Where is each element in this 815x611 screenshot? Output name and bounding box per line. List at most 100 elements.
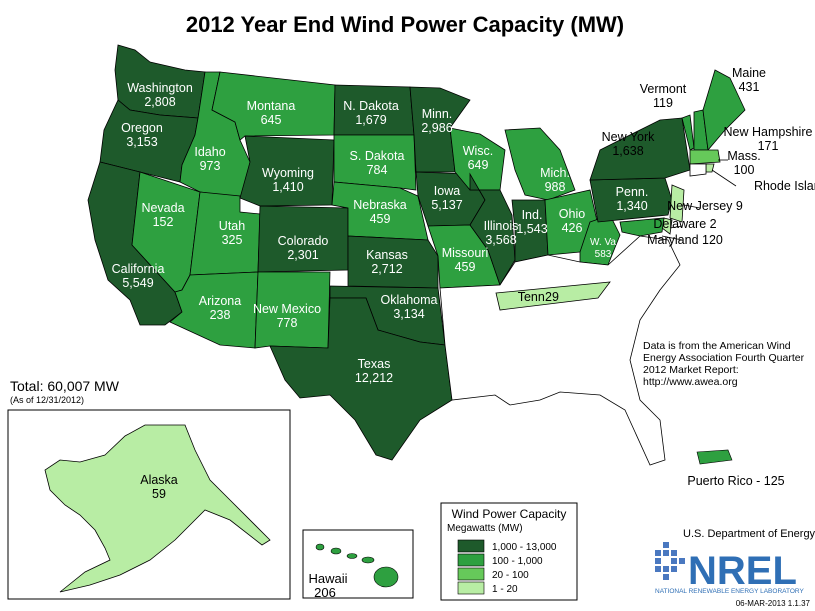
state-newjersey[interactable] bbox=[669, 184, 685, 223]
value-alaska: 59 bbox=[152, 487, 166, 501]
value-oregon: 3,153 bbox=[126, 135, 157, 149]
value-michigan: 988 bbox=[545, 180, 566, 194]
label-idaho: Idaho bbox=[194, 145, 225, 159]
label-nebraska: Nebraska bbox=[353, 198, 407, 212]
label-vermont: Vermont bbox=[640, 82, 687, 96]
state-hawaii[interactable] bbox=[315, 543, 399, 588]
value-iowa: 5,137 bbox=[431, 198, 462, 212]
legend-label-4: 1 - 20 bbox=[492, 584, 518, 595]
value-massachusetts: 100 bbox=[734, 163, 755, 177]
value-california: 5,549 bbox=[122, 276, 153, 290]
value-washington: 2,808 bbox=[144, 95, 175, 109]
value-tennessee: 29 bbox=[545, 290, 559, 304]
label-kansas: Kansas bbox=[366, 248, 408, 262]
nrel-wordmark: NREL bbox=[688, 549, 797, 593]
value-missouri: 459 bbox=[455, 260, 476, 274]
label-wyoming: Wyoming bbox=[262, 166, 314, 180]
value-pennsylvania: 1,340 bbox=[616, 199, 647, 213]
state-labels: Washington 2,808 Oregon 3,153 California… bbox=[112, 66, 813, 385]
value-vermont: 119 bbox=[653, 96, 673, 110]
label-hawaii: Hawaii bbox=[308, 571, 347, 586]
doe-label: U.S. Department of Energy bbox=[683, 528, 815, 540]
label-washington: Washington bbox=[127, 81, 193, 95]
label-arizona: Arizona bbox=[199, 294, 241, 308]
legend-subtitle: Megawatts (MW) bbox=[447, 523, 523, 534]
label-maine: Maine bbox=[732, 66, 766, 80]
legend-label-1: 1,000 - 13,000 bbox=[492, 542, 557, 553]
state-michigan[interactable] bbox=[504, 127, 576, 201]
value-indiana: 1,543 bbox=[516, 222, 547, 236]
value-sdakota: 784 bbox=[367, 163, 388, 177]
value-ndakota: 1,679 bbox=[355, 113, 386, 127]
value-minnesota: 2,986 bbox=[421, 121, 452, 135]
state-illinois[interactable] bbox=[469, 172, 516, 286]
legend-swatch-3 bbox=[457, 567, 485, 581]
nrel-subtitle: NATIONAL RENEWABLE ENERGY LABORATORY bbox=[655, 588, 804, 595]
value-wisconsin: 649 bbox=[468, 158, 489, 172]
hawaii-inset-frame bbox=[302, 529, 414, 599]
source-line-4: http://www.awea.org bbox=[643, 376, 738, 388]
state-tennessee[interactable] bbox=[495, 281, 611, 311]
value-newyork: 1,638 bbox=[612, 144, 643, 158]
label-nevada: Nevada bbox=[141, 201, 184, 215]
legend-label-3: 20 - 100 bbox=[492, 570, 529, 581]
label-utah: Utah bbox=[219, 219, 245, 233]
label-pennsylvania: Penn. bbox=[616, 185, 649, 199]
state-texas[interactable] bbox=[269, 297, 453, 461]
label-wvirginia: W. Va bbox=[590, 237, 616, 248]
state-sdakota[interactable] bbox=[333, 134, 417, 191]
label-colorado: Colorado bbox=[278, 234, 329, 248]
source-note: Data is from the American Wind Energy As… bbox=[643, 340, 805, 388]
state-massachusetts[interactable] bbox=[689, 149, 721, 165]
state-kansas[interactable] bbox=[347, 235, 439, 289]
legend-swatch-2 bbox=[457, 553, 485, 567]
callout-rhodeisland: Rhode Island 9 bbox=[754, 179, 815, 193]
source-line-1: Data is from the American Wind bbox=[643, 340, 791, 352]
value-wvirginia: 583 bbox=[595, 249, 612, 260]
callouts: Rhode Island 9 New Jersey 9 Delaware 2 M… bbox=[647, 159, 815, 247]
value-ohio: 426 bbox=[562, 221, 583, 235]
label-oregon: Oregon bbox=[121, 121, 163, 135]
value-utah: 325 bbox=[222, 233, 243, 247]
value-oklahoma: 3,134 bbox=[393, 307, 424, 321]
state-maryland[interactable] bbox=[619, 217, 665, 237]
label-missouri: Missouri bbox=[442, 246, 489, 260]
label-tennessee: Tenn. bbox=[518, 290, 549, 304]
nrel-logo-icon: NREL NATIONAL RENEWABLE ENERGY LABORATOR… bbox=[655, 542, 804, 595]
callout-newjersey: New Jersey 9 bbox=[667, 199, 743, 213]
source-line-2: Energy Association Fourth Quarter bbox=[643, 352, 805, 364]
label-california: California bbox=[112, 262, 165, 276]
label-texas: Texas bbox=[358, 357, 391, 371]
label-alaska: Alaska bbox=[140, 473, 178, 487]
value-illinois: 3,568 bbox=[485, 233, 516, 247]
value-montana: 645 bbox=[261, 113, 282, 127]
source-line-3: 2012 Market Report: bbox=[643, 364, 739, 376]
legend-swatch-4 bbox=[457, 581, 485, 595]
state-connecticut[interactable] bbox=[689, 163, 707, 177]
label-indiana: Ind. bbox=[522, 208, 543, 222]
value-newmexico: 778 bbox=[277, 316, 298, 330]
map-title: 2012 Year End Wind Power Capacity (MW) bbox=[186, 12, 624, 37]
total-asof: (As of 12/31/2012) bbox=[10, 395, 84, 405]
value-colorado: 2,301 bbox=[287, 248, 318, 262]
legend-swatch-1 bbox=[457, 539, 485, 553]
label-massachusetts: Mass. bbox=[727, 149, 760, 163]
label-montana: Montana bbox=[247, 99, 296, 113]
date-stamp: 06-MAR-2013 1.1.37 bbox=[736, 599, 811, 608]
label-michigan: Mich. bbox=[540, 166, 570, 180]
territory-puertorico[interactable] bbox=[696, 449, 733, 465]
label-ohio: Ohio bbox=[559, 207, 585, 221]
value-wyoming: 1,410 bbox=[272, 180, 303, 194]
value-hawaii: 206 bbox=[314, 585, 336, 600]
value-nevada: 152 bbox=[153, 215, 174, 229]
states-layer bbox=[87, 44, 746, 466]
legend: Wind Power Capacity Megawatts (MW) 1,000… bbox=[440, 502, 578, 601]
state-alaska[interactable] bbox=[44, 424, 271, 593]
legend-title: Wind Power Capacity bbox=[452, 507, 567, 521]
total-label: Total: 60,007 MW bbox=[10, 378, 120, 394]
label-newyork: New York bbox=[602, 130, 656, 144]
label-newhampshire: New Hampshire bbox=[724, 125, 813, 139]
callout-delaware: Delaware 2 bbox=[653, 217, 716, 231]
label-illinois: Illinois bbox=[484, 219, 519, 233]
value-newhampshire: 171 bbox=[758, 139, 779, 153]
